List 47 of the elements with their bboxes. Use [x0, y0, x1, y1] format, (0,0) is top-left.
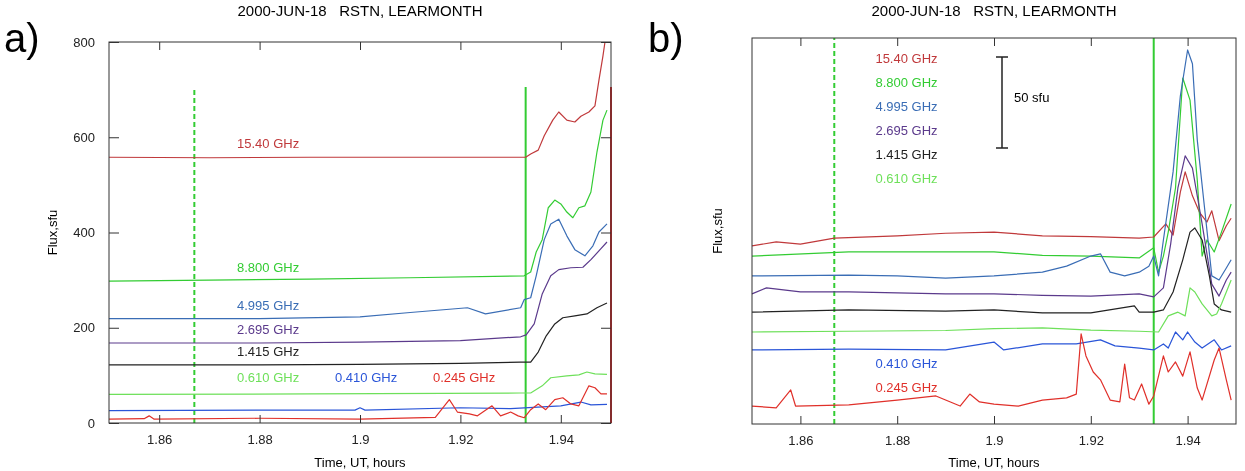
series-label: 0.410 GHz [335, 370, 398, 386]
line-series [108, 385, 608, 420]
text: 4.995 GHz [875, 99, 938, 114]
line-series [108, 371, 608, 396]
y-tick-label: 600 [73, 129, 95, 145]
x-tick-label: 1.86 [147, 432, 173, 448]
y-tick-label: 800 [73, 34, 95, 50]
line-series [108, 41, 606, 159]
x-axis-title: Time, UT, hours [314, 455, 407, 470]
x-tick-label: 1.94 [548, 432, 574, 448]
series-label: 8.800 GHz [237, 260, 300, 276]
line-series [108, 241, 608, 344]
text: 2.695 GHz [875, 123, 938, 138]
annotation: 50 sfu [1014, 90, 1050, 105]
text: 0.610 GHz [875, 171, 938, 186]
y-axis-title: Flux,sfu [710, 208, 725, 254]
x-tick-label: 1.88 [247, 432, 273, 448]
x-tick-label: 1.9 [351, 432, 370, 448]
series-label: 0.245 GHz [875, 380, 938, 395]
line-series [108, 302, 608, 366]
x-tick-label: 1.9 [985, 433, 1004, 449]
text: b) [648, 16, 684, 60]
series-label: 0.610 GHz [237, 370, 300, 386]
series-label: 0.410 GHz [875, 356, 938, 371]
series-label: 4.995 GHz [237, 297, 300, 313]
chart-title: 2000-JUN-18 RSTN, LEARMONTH [871, 2, 1117, 19]
y-tick-label: 200 [73, 320, 95, 336]
x-tick-label: 1.86 [788, 433, 814, 449]
series-label: 2.695 GHz [237, 321, 300, 337]
text: a) [4, 16, 40, 60]
line-series [108, 218, 608, 320]
x-tick-label: 1.92 [448, 432, 474, 448]
x-tick-label: 1.88 [885, 433, 911, 449]
x-axis-title: Time, UT, hours [948, 455, 1041, 470]
text: 1.415 GHz [875, 147, 938, 162]
x-tick-label: 1.92 [1078, 433, 1104, 449]
y-tick-label: 0 [87, 415, 95, 431]
text: 8.800 GHz [875, 75, 938, 90]
series-label: 1.415 GHz [237, 343, 300, 359]
chart-title: 2000-JUN-18 RSTN, LEARMONTH [237, 2, 483, 19]
x-tick-label: 1.94 [1175, 433, 1201, 449]
series-label: 15.40 GHz [237, 136, 300, 152]
y-tick-label: 400 [73, 225, 95, 241]
line-series [108, 401, 608, 412]
series-label: 0.245 GHz [433, 370, 496, 386]
text: 15.40 GHz [875, 51, 938, 66]
y-axis-title: Flux,sfu [45, 209, 60, 256]
